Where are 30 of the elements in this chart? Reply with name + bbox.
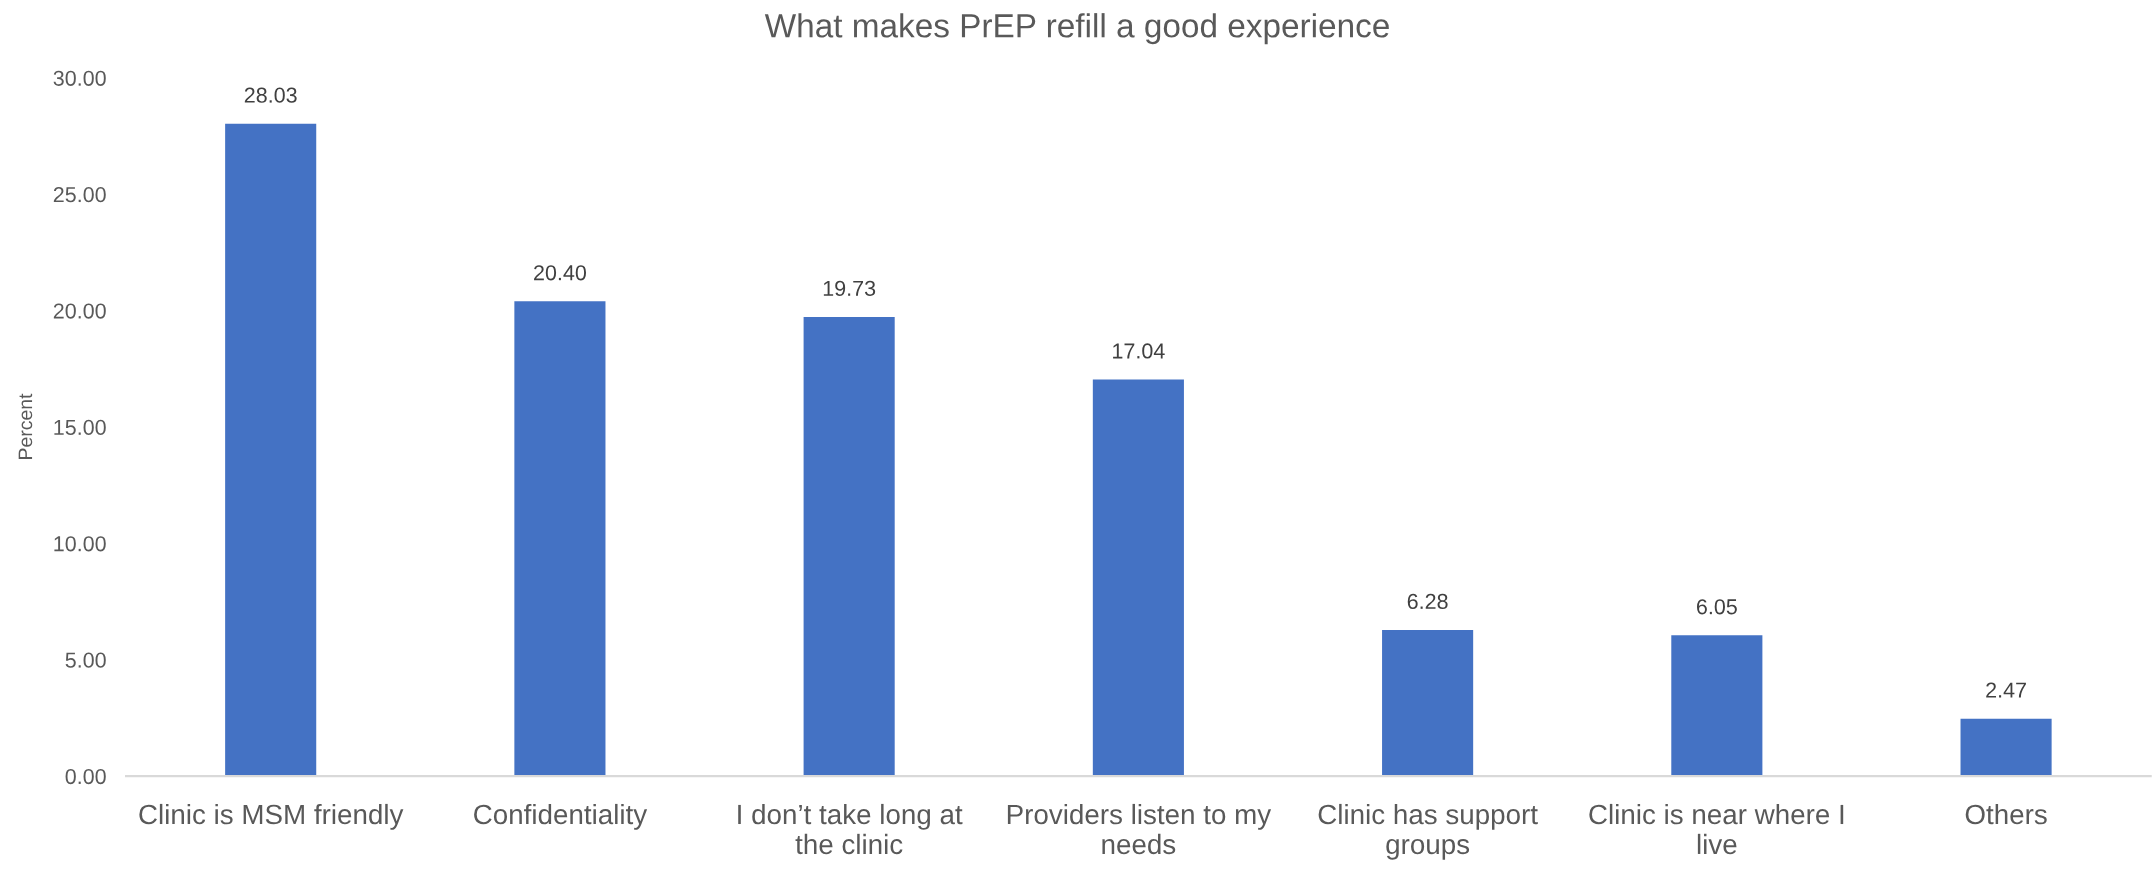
bar — [1671, 635, 1763, 777]
x-tick-label: Clinic has support groups — [1318, 803, 1538, 860]
bar — [514, 301, 606, 777]
data-label: 6.28 — [1407, 593, 1448, 610]
y-axis-title: Percent — [18, 393, 33, 459]
x-tick-label: Confidentiality — [474, 803, 648, 830]
chart-title: What makes PrEP refill a good experience — [764, 13, 1389, 45]
bar — [1960, 718, 2052, 777]
y-tick-label: 15.00 — [54, 419, 106, 436]
x-tick-label: Others — [1965, 803, 2047, 825]
data-label: 19.73 — [823, 280, 876, 296]
y-tick-label: 10.00 — [54, 536, 106, 552]
x-tick-label: Providers listen to my needs — [1007, 803, 1272, 855]
y-tick-label: 5.00 — [65, 652, 106, 668]
x-tick-label: Clinic is MSM friendly — [139, 803, 404, 830]
bar — [225, 123, 317, 777]
data-label: 17.04 — [1113, 343, 1165, 359]
data-label: 6.05 — [1696, 599, 1737, 615]
y-tick-label: 30.00 — [53, 70, 106, 86]
y-tick-label: 0.00 — [65, 768, 106, 785]
data-label: 28.03 — [244, 87, 297, 103]
bar — [803, 316, 895, 777]
bar — [1092, 379, 1184, 777]
data-label: 20.40 — [534, 265, 587, 281]
bar — [1382, 629, 1474, 777]
x-tick-label: I don’t take long at the clinic — [738, 803, 963, 855]
x-tick-label: Clinic is near where I live — [1589, 803, 1844, 855]
y-tick-label: 25.00 — [53, 187, 106, 203]
data-label: 2.47 — [1986, 682, 2026, 698]
y-tick-label: 20.00 — [53, 303, 106, 319]
